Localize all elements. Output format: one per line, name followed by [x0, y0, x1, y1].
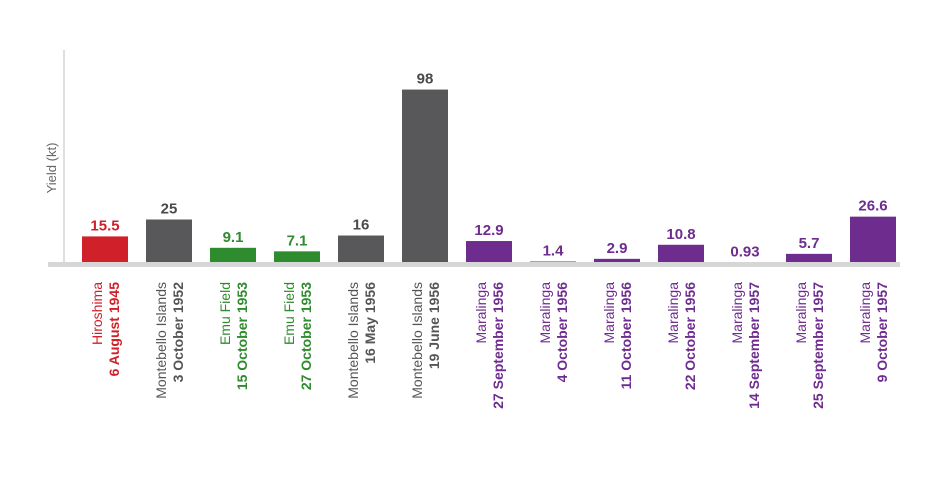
category-labels-group: Hiroshima6 August 1945 Montebello Islands… — [89, 282, 890, 409]
bar-value-label: 16 — [353, 217, 370, 234]
category-date-label: 27 September 1956 — [490, 282, 506, 409]
bar — [274, 251, 320, 264]
category-label: Hiroshima6 August 1945 — [89, 282, 122, 377]
category-date-label: 16 May 1956 — [362, 282, 378, 364]
category-place-label: Emu Field — [281, 282, 297, 345]
category-date-label: 11 October 1956 — [618, 282, 634, 390]
category-label: Montebello Islands19 June 1956 — [409, 282, 442, 399]
bar-value-label: 10.8 — [666, 226, 695, 243]
category-label: Maralinga9 October 1957 — [857, 282, 890, 383]
category-place-label: Maralinga — [857, 282, 873, 344]
bar-value-label: 5.7 — [799, 235, 820, 252]
category-date-label: 15 October 1953 — [234, 282, 250, 390]
category-date-label: 25 September 1957 — [810, 282, 826, 409]
bar-value-label: 2.9 — [607, 240, 628, 257]
bar — [82, 236, 128, 264]
category-place-label: Hiroshima — [89, 282, 105, 345]
bar — [594, 258, 640, 264]
category-date-label: 9 October 1957 — [874, 282, 890, 383]
category-place-label: Maralinga — [537, 282, 553, 344]
bar-value-label: 12.9 — [474, 222, 503, 239]
category-date-label: 27 October 1953 — [298, 282, 314, 390]
bar — [658, 244, 704, 264]
category-date-label: 14 September 1957 — [746, 282, 762, 409]
bar — [786, 253, 832, 264]
bar-value-label: 26.6 — [858, 198, 887, 215]
category-label: Emu Field27 October 1953 — [281, 282, 314, 390]
bar-value-label: 15.5 — [90, 217, 119, 234]
category-label: Emu Field15 October 1953 — [217, 282, 250, 390]
bar-value-label: 25 — [161, 201, 178, 218]
category-label: Maralinga22 October 1956 — [665, 282, 698, 390]
bar — [210, 247, 256, 264]
bar-value-label: 98 — [417, 71, 434, 88]
bar-value-label: 7.1 — [287, 232, 308, 249]
bar — [402, 89, 448, 264]
category-date-label: 22 October 1956 — [682, 282, 698, 390]
bars-group: 15.5 25 9.1 7.1 16 98 12.9 1.4 2.9 10.8 0.93 5.7 26.… — [82, 71, 896, 264]
bar — [850, 216, 896, 264]
baseline-axis — [48, 262, 900, 267]
category-place-label: Maralinga — [793, 282, 809, 344]
category-date-label: 6 August 1945 — [106, 282, 122, 377]
category-label: Maralinga27 September 1956 — [473, 282, 506, 409]
category-place-label: Maralinga — [601, 282, 617, 344]
category-label: Montebello Islands3 October 1952 — [153, 282, 186, 399]
category-place-label: Maralinga — [473, 282, 489, 344]
category-date-label: 19 June 1956 — [426, 282, 442, 369]
bar-value-label: 0.93 — [730, 243, 759, 260]
category-place-label: Montebello Islands — [409, 282, 425, 399]
category-label: Maralinga11 October 1956 — [601, 282, 634, 390]
category-place-label: Maralinga — [665, 282, 681, 344]
category-place-label: Montebello Islands — [153, 282, 169, 399]
bar-value-label: 1.4 — [543, 243, 565, 260]
category-label: Maralinga4 October 1956 — [537, 282, 570, 383]
category-place-label: Montebello Islands — [345, 282, 361, 399]
category-place-label: Maralinga — [729, 282, 745, 344]
bar — [338, 235, 384, 264]
category-label: Maralinga25 September 1957 — [793, 282, 826, 409]
category-place-label: Emu Field — [217, 282, 233, 345]
category-label: Maralinga14 September 1957 — [729, 282, 762, 409]
bar — [146, 219, 192, 264]
bar-value-label: 9.1 — [223, 229, 244, 246]
bar — [466, 241, 512, 264]
category-date-label: 3 October 1952 — [170, 282, 186, 383]
category-date-label: 4 October 1956 — [554, 282, 570, 383]
y-axis-label: Yield (kt) — [44, 143, 59, 194]
category-label: Montebello Islands16 May 1956 — [345, 282, 378, 399]
